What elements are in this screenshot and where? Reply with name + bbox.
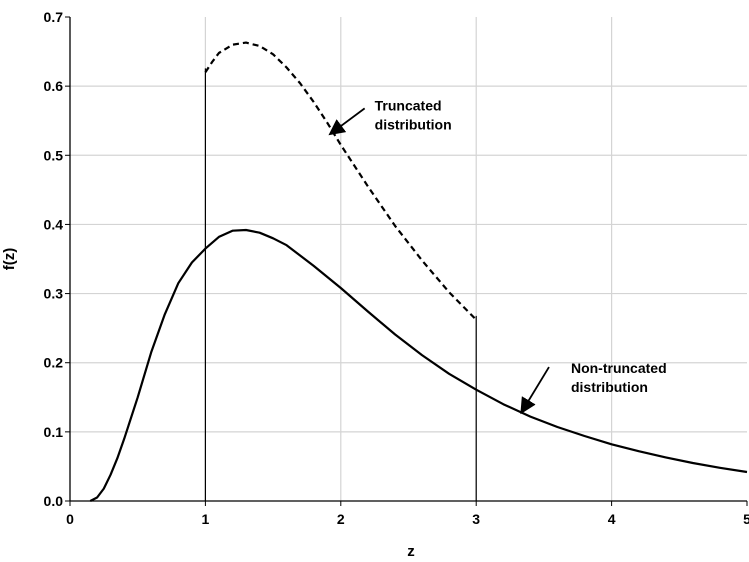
grid: [70, 17, 747, 501]
annotation-arrow: [520, 366, 550, 415]
x-tick-label: 4: [608, 511, 616, 527]
y-tick-label: 0.5: [44, 147, 64, 163]
annotation-line1: Truncated: [375, 97, 442, 113]
y-tick-label: 0.7: [44, 9, 64, 25]
x-tick-label: 3: [472, 511, 480, 527]
y-tick-label: 0.4: [44, 216, 64, 232]
x-axis-title: z: [407, 543, 415, 560]
annotation-line2: distribution: [375, 116, 452, 132]
x-tick-label: 2: [337, 511, 345, 527]
plot-frame: [69, 17, 747, 502]
truncated-distribution-line: [204, 41, 477, 321]
annotations: Truncated distribution Non-truncated distri…: [328, 97, 667, 415]
y-tick-label: 0.1: [44, 424, 64, 440]
annotation-line1: Non-truncated: [571, 360, 667, 376]
series-group: [89, 41, 748, 502]
y-tick-label: 0.0: [44, 493, 64, 509]
annotation-arrow: [328, 107, 366, 136]
y-axis-title: f(z): [1, 248, 18, 271]
y-tick-label: 0.2: [44, 355, 64, 371]
annotation-line2: distribution: [571, 379, 648, 395]
truncation-bounds: [204, 68, 477, 501]
x-tick-label: 0: [66, 511, 74, 527]
x-axis-ticks: 0 1 2 3 4 5: [66, 501, 749, 527]
x-tick-label: 5: [743, 511, 749, 527]
y-tick-label: 0.3: [44, 286, 64, 302]
x-tick-label: 1: [202, 511, 210, 527]
y-axis-ticks: 0.0 0.1 0.2 0.3 0.4 0.5 0.6 0.7: [44, 9, 70, 509]
y-tick-label: 0.6: [44, 78, 64, 94]
non-truncated-distribution-line: [89, 228, 748, 502]
